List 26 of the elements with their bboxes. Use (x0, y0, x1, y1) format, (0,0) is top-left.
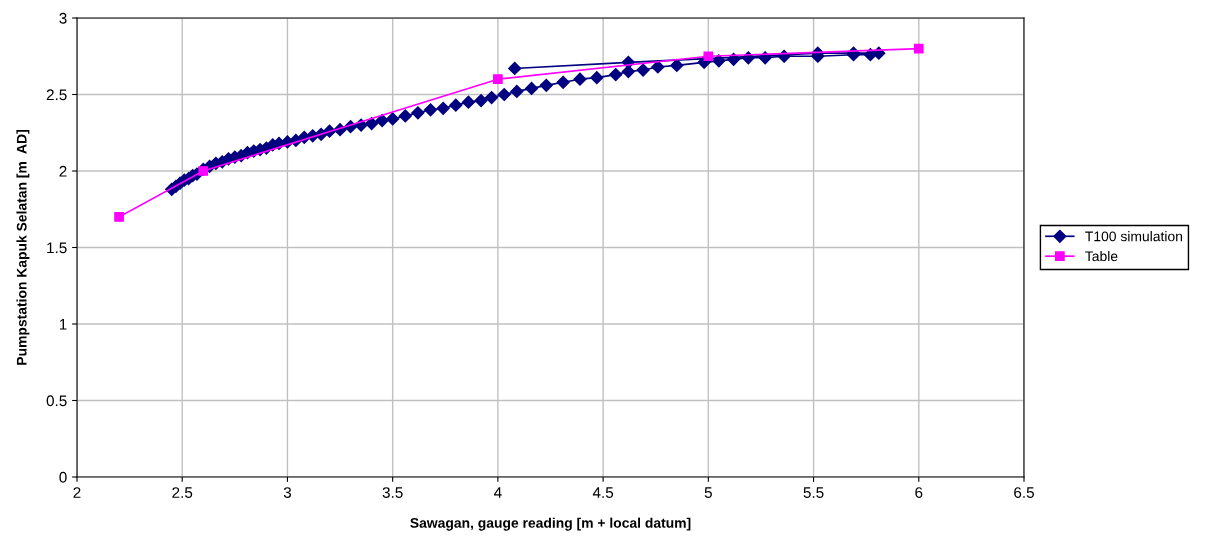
y-tick-label: 1.5 (47, 242, 67, 254)
point (198, 166, 209, 176)
x-tick-label: 3 (283, 487, 292, 498)
x-tick-label: 2 (73, 487, 81, 498)
x-tick-label: 3.5 (382, 487, 403, 498)
y-tick-label: 1 (59, 319, 67, 330)
legend-label: T100 simulation (1085, 231, 1182, 242)
y-tick-label: 0.5 (46, 395, 67, 407)
x-tick-label: 4.5 (592, 487, 614, 498)
x-axis-title: Sawagan, gauge reading [m + local datum] (410, 517, 691, 531)
x-tick-label: 5 (704, 487, 712, 498)
x-tick-label: 6 (915, 487, 923, 498)
point (913, 43, 924, 54)
x-tick-label: 4 (493, 487, 502, 498)
point (703, 51, 714, 62)
y-tick-label: 2 (59, 165, 67, 177)
y-tick-label: 3 (59, 12, 67, 24)
legend-label: Table (1085, 250, 1118, 262)
x-tick-label: 2.5 (172, 487, 193, 498)
y-axis-title: Pumpstation Kapuk Selatan [m AD] (16, 130, 30, 365)
x-tick-label: 5.5 (803, 487, 824, 498)
y-tick-label: 2.5 (46, 89, 67, 101)
point (114, 212, 124, 222)
y-tick-label: 0 (59, 471, 67, 483)
x-tick-label: 6.5 (1014, 487, 1034, 498)
point (493, 74, 503, 85)
